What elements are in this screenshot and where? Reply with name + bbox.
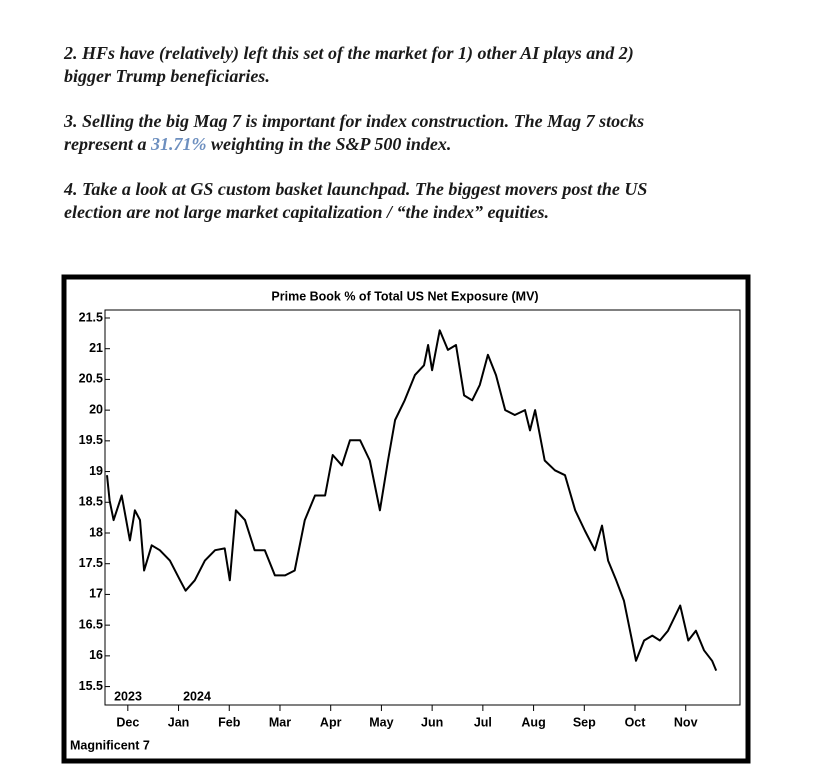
chart-frame bbox=[61, 274, 751, 764]
document-text: 2. HFs have (relatively) left this set o… bbox=[64, 42, 804, 246]
y-tick-label: 20 bbox=[89, 402, 103, 416]
y-tick-label: 21 bbox=[89, 341, 103, 355]
y-tick-label: 19 bbox=[89, 464, 103, 478]
x-tick-label: Jul bbox=[474, 715, 492, 729]
x-tick-label: Jan bbox=[168, 715, 190, 729]
text: represent a bbox=[64, 134, 151, 154]
x-tick-label: Jun bbox=[421, 715, 443, 729]
x-tick-label: Feb bbox=[218, 715, 241, 729]
text: election are not large market capitaliza… bbox=[64, 202, 549, 222]
y-tick-label: 16.5 bbox=[79, 617, 103, 631]
paragraph: 2. HFs have (relatively) left this set o… bbox=[64, 42, 804, 88]
chart-footer: Magnificent 7 bbox=[70, 738, 150, 752]
x-tick-label: May bbox=[369, 715, 393, 729]
x-tick-label: Dec bbox=[116, 715, 139, 729]
y-tick-label: 21.5 bbox=[79, 310, 103, 324]
text-line: bigger Trump beneficiaries. bbox=[64, 65, 804, 88]
text-line: 3. Selling the big Mag 7 is important fo… bbox=[64, 110, 804, 133]
text: bigger Trump beneficiaries. bbox=[64, 66, 270, 86]
text-line: 4. Take a look at GS custom basket launc… bbox=[64, 178, 804, 201]
x-tick-label: Apr bbox=[320, 715, 342, 729]
text: weighting in the S&P 500 index. bbox=[206, 134, 452, 154]
highlight: 31.71% bbox=[151, 134, 207, 154]
text-line: election are not large market capitaliza… bbox=[64, 201, 804, 224]
plot-area bbox=[104, 309, 741, 706]
text: 3. Selling the big Mag 7 is important fo… bbox=[64, 111, 645, 131]
chart-title: Prime Book % of Total US Net Exposure (M… bbox=[271, 289, 538, 303]
y-tick-label: 17 bbox=[89, 587, 103, 601]
year-label: 2024 bbox=[183, 689, 211, 703]
y-tick-label: 16 bbox=[89, 648, 103, 662]
paragraph: 3. Selling the big Mag 7 is important fo… bbox=[64, 110, 804, 156]
x-tick-label: Mar bbox=[269, 715, 291, 729]
y-tick-label: 15.5 bbox=[79, 679, 103, 693]
y-tick-label: 19.5 bbox=[79, 433, 103, 447]
x-tick-label: Sep bbox=[573, 715, 596, 729]
paragraph: 4. Take a look at GS custom basket launc… bbox=[64, 178, 804, 224]
x-tick-label: Aug bbox=[521, 715, 545, 729]
x-tick-label: Oct bbox=[625, 715, 647, 729]
y-tick-label: 18.5 bbox=[79, 495, 103, 509]
y-tick-label: 20.5 bbox=[79, 372, 103, 386]
text: 4. Take a look at GS custom basket launc… bbox=[64, 179, 648, 199]
y-tick-label: 17.5 bbox=[79, 556, 103, 570]
text: 2. HFs have (relatively) left this set o… bbox=[64, 43, 634, 63]
data-line bbox=[106, 329, 718, 671]
year-label: 2023 bbox=[114, 689, 142, 703]
text-line: represent a 31.71% weighting in the S&P … bbox=[64, 133, 804, 156]
x-tick-label: Nov bbox=[674, 715, 698, 729]
y-tick-label: 18 bbox=[89, 525, 103, 539]
text-line: 2. HFs have (relatively) left this set o… bbox=[64, 42, 804, 65]
